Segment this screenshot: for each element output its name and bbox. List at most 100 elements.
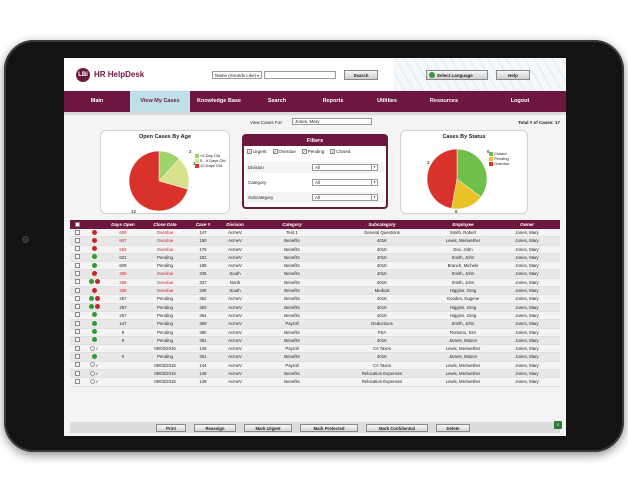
category-select[interactable]: All ▾	[312, 179, 378, 186]
cell-case[interactable]: 369	[199, 321, 207, 327]
tab-main[interactable]: Main	[90, 98, 104, 104]
help-button[interactable]: Help	[496, 70, 530, 80]
row-checkbox[interactable]	[74, 353, 80, 359]
filter-closed-checkbox[interactable]: ✓ Closed	[330, 149, 350, 154]
cell-case[interactable]: 150	[199, 238, 207, 244]
cell-case[interactable]: 362	[199, 296, 207, 302]
row-checkbox[interactable]	[74, 295, 80, 301]
excel-export-icon[interactable]: X	[554, 421, 562, 429]
row-checkbox[interactable]	[74, 320, 80, 326]
row-checkbox[interactable]	[74, 362, 80, 368]
row-checkbox[interactable]	[74, 370, 80, 376]
table-row[interactable]: 667 Overdue 150 AcmeV Benefits 401K Lewis, Mer…	[70, 237, 560, 246]
table-row[interactable]: ✓ 09/03/2016 149 AcmeV Benefits Relocation Ex…	[70, 378, 560, 387]
table-row[interactable]: 257 Pending 362 AcmeV Benefits 401K Gooden, Eu…	[70, 295, 560, 304]
tab-knowledge-base[interactable]: Knowledge Base	[196, 98, 241, 104]
table-row[interactable]: 621 Pending 181 AcmeV Benefits 401K Smith, Joh…	[70, 253, 560, 263]
division-select[interactable]: All ▾	[312, 164, 378, 171]
filter-urgent-checkbox[interactable]: ✓ Urgent	[247, 149, 267, 154]
tab-utilities[interactable]: Utilities	[377, 98, 397, 104]
cell-case[interactable]: 149	[199, 379, 207, 385]
cell-case[interactable]: 185	[199, 263, 207, 269]
table-row[interactable]: 609 Overdue 147 AcmeV Test 1 General Question…	[70, 229, 560, 238]
cell-case[interactable]: 175	[199, 246, 207, 252]
cell-case[interactable]: 145	[199, 346, 207, 352]
checkbox-box[interactable]: ✓	[272, 149, 278, 154]
header-category[interactable]: Category	[282, 222, 302, 227]
cell-case[interactable]: 147	[199, 230, 207, 235]
header-case-[interactable]: Case #	[195, 222, 211, 227]
print-button[interactable]: Print	[156, 423, 186, 432]
row-checkbox[interactable]	[74, 345, 80, 351]
filter-pending-checkbox[interactable]: ✓ Pending	[301, 149, 324, 154]
header-employee[interactable]: Employee	[452, 222, 474, 227]
row-checkbox[interactable]	[74, 254, 80, 260]
tab-logout[interactable]: Logout	[510, 98, 530, 104]
mark-urgent-button[interactable]: Mark Urgent	[244, 423, 292, 432]
mark-confidential-button[interactable]: Mark Confidential	[366, 423, 428, 432]
table-row[interactable]: ✓ 09/03/2016 144 AcmeV Payroll CA Taxes Lewis,…	[70, 362, 560, 371]
cell-case[interactable]: 181	[199, 254, 207, 260]
filter-overdue-checkbox[interactable]: ✓ Overdue	[272, 149, 296, 154]
table-row[interactable]: 258 Overdue 337 North Benefits 401K Smith, Joh…	[70, 279, 560, 288]
table-row[interactable]: 0 Pending 361 AcmeV Benefits 401K James, Mason…	[70, 353, 560, 362]
checkbox-box[interactable]: ✓	[247, 149, 252, 154]
select-all-checkbox[interactable]	[70, 220, 84, 229]
table-row[interactable]: 147 Pending 369 AcmeV Payroll Deductions Smith…	[70, 320, 560, 329]
row-checkbox[interactable]	[74, 312, 80, 318]
cell-case[interactable]: 363	[199, 304, 207, 310]
cell-case[interactable]: 148	[199, 371, 207, 377]
row-checkbox[interactable]	[74, 262, 80, 268]
row-checkbox[interactable]	[74, 237, 80, 243]
select-language-button[interactable]: Select Language	[426, 70, 488, 80]
header-close-date[interactable]: Close Date	[153, 222, 177, 227]
header-subcategory[interactable]: Subcategory	[368, 222, 396, 227]
header-division[interactable]: Division	[226, 222, 244, 227]
table-row[interactable]: 258 Overdue 338 South Benefits Medical Higgins…	[70, 287, 560, 296]
row-checkbox[interactable]	[74, 229, 80, 235]
table-row[interactable]: 9 Pending 380 AcmeV Benefits FSA Romano, Kim Jo…	[70, 329, 560, 337]
row-checkbox[interactable]	[74, 329, 80, 335]
tab-resources[interactable]: Resources	[429, 98, 459, 104]
row-checkbox[interactable]	[74, 287, 80, 293]
search-input[interactable]	[264, 71, 336, 79]
checkbox-box[interactable]: ✓	[301, 149, 307, 154]
header-owner[interactable]: Owner	[519, 222, 534, 227]
search-scope-select[interactable]: Name (Sounds Like) ▾	[212, 71, 262, 79]
reassign-button[interactable]: Reassign	[194, 423, 236, 432]
row-checkbox[interactable]	[74, 279, 80, 285]
cell-case[interactable]: 144	[199, 362, 207, 368]
table-row[interactable]: 609 Pending 185 AcmeV Benefits 401K Branch, Mi…	[70, 262, 560, 271]
row-checkbox[interactable]	[74, 270, 80, 276]
cell-case[interactable]: 337	[199, 279, 207, 285]
row-checkbox[interactable]	[74, 246, 80, 252]
checkbox-box[interactable]: ✓	[330, 149, 336, 154]
table-row[interactable]: 663 Overdue 175 AcmeV Benefits 401K Dox, John J…	[70, 246, 560, 254]
cell-case[interactable]: 361	[199, 354, 207, 360]
cell-case[interactable]: 338	[199, 288, 207, 294]
delete-button[interactable]: Delete	[436, 423, 470, 432]
tab-view-my-cases[interactable]: View My Cases	[130, 91, 190, 112]
subcategory-select[interactable]: All ▾	[312, 194, 378, 201]
row-checkbox[interactable]	[74, 337, 80, 343]
table-row[interactable]: 258 Overdue 336 South Benefits 401K Smith, Joh…	[70, 270, 560, 279]
table-row[interactable]: 257 Pending 363 AcmeV Benefits 401K Higgins, G…	[70, 303, 560, 312]
cell-case[interactable]: 381	[199, 337, 207, 343]
search-button[interactable]: Search	[344, 70, 378, 80]
header-days-open[interactable]: Days Open	[111, 222, 135, 227]
table-row[interactable]: ✓ 09/03/2016 145 AcmeV Payroll CA Taxes Lewis,…	[70, 345, 560, 354]
cell-case[interactable]: 336	[199, 271, 207, 277]
tab-reports[interactable]: Reports	[322, 98, 344, 104]
tab-search[interactable]: Search	[267, 98, 287, 104]
checkbox[interactable]	[74, 221, 80, 227]
table-row[interactable]: 257 Pending 364 AcmeV Benefits 401K Higgins, G…	[70, 312, 560, 321]
row-checkbox[interactable]	[74, 304, 80, 310]
view-cases-for-select[interactable]: Jones, Mary	[292, 118, 372, 125]
table-row[interactable]: 8 Pending 381 AcmeV Benefits 401K James, Mason…	[70, 336, 560, 346]
cell-case[interactable]: 380	[199, 329, 207, 335]
table-row[interactable]: ✓ 09/03/2016 148 AcmeV Benefits Relocation Ex…	[70, 370, 560, 379]
mark-protected-button[interactable]: Mark Protected	[300, 423, 358, 432]
cell-division: AcmeV	[228, 362, 242, 368]
row-checkbox[interactable]	[74, 378, 80, 384]
cell-case[interactable]: 364	[199, 312, 207, 318]
